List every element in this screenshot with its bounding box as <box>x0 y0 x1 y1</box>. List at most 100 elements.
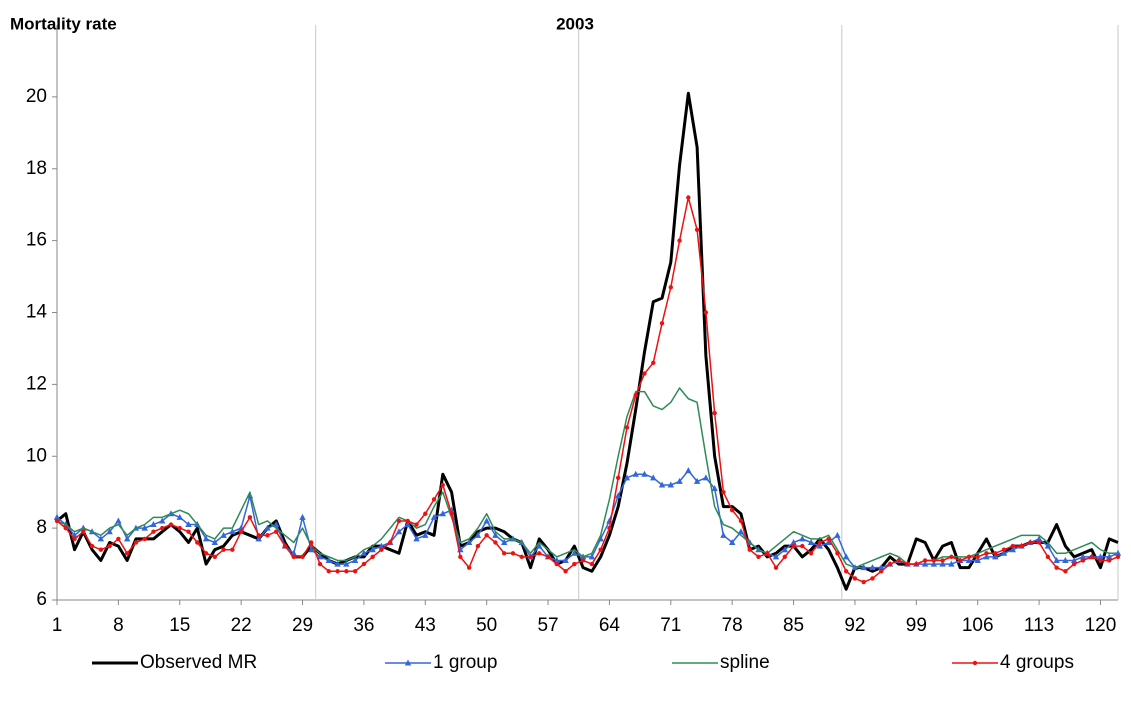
y-tick-label: 12 <box>26 373 47 394</box>
marker <box>54 518 60 524</box>
marker <box>572 561 577 567</box>
marker <box>536 542 543 549</box>
y-tick-label: 20 <box>26 86 47 107</box>
marker <box>711 485 718 492</box>
marker <box>1009 546 1016 553</box>
marker <box>992 553 999 560</box>
marker <box>922 558 928 563</box>
marker <box>957 558 963 563</box>
marker <box>790 539 797 545</box>
marker <box>352 569 358 574</box>
marker <box>413 535 420 542</box>
marker <box>799 535 806 542</box>
marker <box>842 553 850 560</box>
marker <box>693 477 701 484</box>
x-tick-label: 43 <box>415 615 436 636</box>
marker <box>939 560 946 567</box>
legend-label: 1 group <box>433 652 497 673</box>
marker <box>115 517 122 524</box>
marker <box>765 551 770 556</box>
marker <box>816 542 824 549</box>
marker <box>1071 561 1077 567</box>
marker <box>624 425 630 430</box>
marker <box>309 540 314 545</box>
marker <box>633 392 638 398</box>
marker <box>202 535 210 542</box>
marker <box>1019 543 1024 549</box>
marker <box>869 564 876 571</box>
marker <box>949 554 954 560</box>
marker <box>974 556 981 563</box>
marker <box>379 547 384 552</box>
marker <box>554 561 560 567</box>
marker <box>230 547 235 552</box>
marker <box>229 528 236 535</box>
marker <box>1070 556 1078 563</box>
marker <box>107 543 112 549</box>
marker <box>334 560 341 567</box>
marker <box>492 531 499 538</box>
marker <box>702 474 710 481</box>
marker <box>160 525 165 531</box>
marker <box>861 579 866 585</box>
marker <box>686 195 691 200</box>
marker <box>975 554 980 560</box>
chart-title: 2003 <box>556 14 594 33</box>
x-tick-label: 113 <box>1024 615 1054 636</box>
marker <box>1089 554 1094 560</box>
x-tick-label: 29 <box>292 615 313 636</box>
marker <box>1001 547 1007 552</box>
marker <box>388 540 393 545</box>
marker <box>308 546 315 553</box>
marker <box>116 536 121 542</box>
marker <box>703 310 709 315</box>
marker <box>773 565 779 570</box>
marker <box>571 549 578 556</box>
marker <box>651 360 656 366</box>
marker <box>834 531 841 538</box>
marker <box>632 470 639 477</box>
marker <box>186 529 191 534</box>
marker <box>343 560 350 567</box>
marker <box>247 515 253 520</box>
marker <box>195 540 200 545</box>
marker <box>756 554 761 560</box>
legend-label: spline <box>720 652 770 673</box>
marker <box>344 569 349 574</box>
marker <box>360 549 368 556</box>
marker <box>729 507 735 513</box>
marker <box>650 474 657 481</box>
marker <box>1035 535 1043 542</box>
x-tick-label: 78 <box>722 615 743 636</box>
marker <box>185 521 192 528</box>
marker <box>1080 558 1086 563</box>
marker <box>274 529 279 534</box>
marker <box>151 529 156 534</box>
marker <box>501 551 507 556</box>
x-tick-label: 106 <box>962 615 994 636</box>
marker <box>483 517 490 524</box>
x-tick-label: 85 <box>783 615 804 636</box>
marker <box>220 531 227 538</box>
marker <box>782 554 787 560</box>
marker <box>465 539 473 545</box>
marker <box>852 576 858 581</box>
marker <box>300 554 305 560</box>
x-tick-label: 64 <box>599 615 621 636</box>
marker <box>1044 542 1052 549</box>
marker <box>737 528 745 535</box>
legend-label: Observed MR <box>140 652 257 673</box>
marker <box>335 569 340 574</box>
marker <box>728 539 736 545</box>
x-tick-label: 36 <box>353 615 374 636</box>
marker <box>299 513 306 520</box>
marker <box>422 531 429 538</box>
marker <box>142 536 147 542</box>
marker <box>370 554 375 560</box>
marker <box>500 539 508 545</box>
marker <box>1107 558 1112 563</box>
marker <box>667 481 675 488</box>
marker <box>177 525 182 531</box>
marker <box>221 547 226 552</box>
